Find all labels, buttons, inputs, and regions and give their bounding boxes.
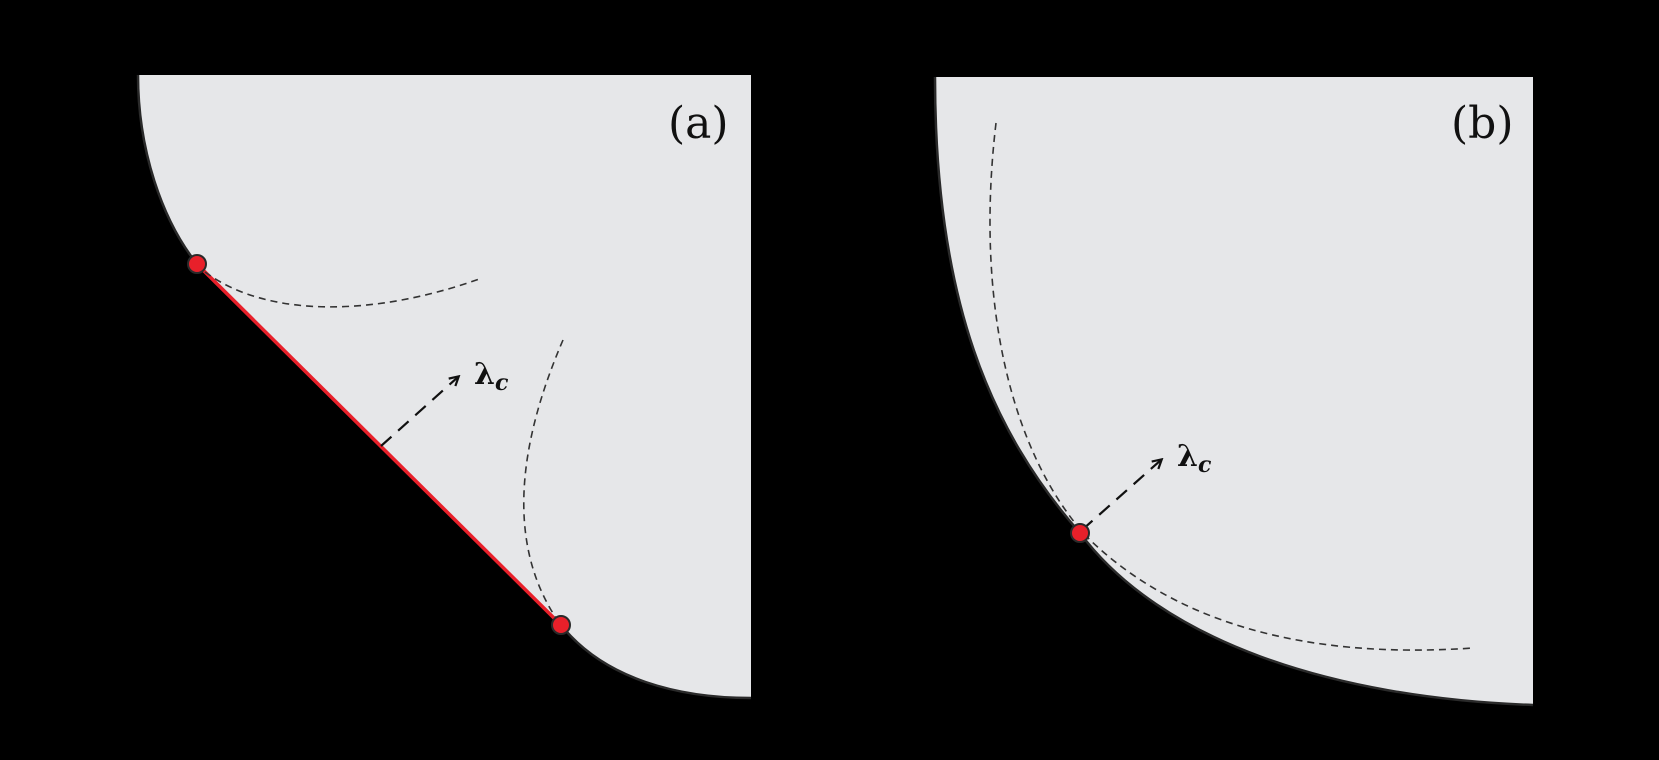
- lambda-label-b: λc: [1177, 439, 1212, 478]
- curved-boundary-a-lower: [560, 624, 752, 700]
- lambda-c-arrow-a: [380, 377, 458, 447]
- flat-face-segment: [195, 262, 563, 627]
- panel-label-b: (b): [1451, 98, 1514, 149]
- feasible-region-a: [138, 75, 751, 698]
- extreme-point-a2: [551, 615, 571, 635]
- lambda-c-arrow-b: [1081, 460, 1161, 531]
- extreme-point-a1: [187, 254, 207, 274]
- panel-label-a: (a): [668, 98, 729, 149]
- panel-a: λc (a): [136, 74, 752, 700]
- panel-b: λc (b): [933, 76, 1534, 707]
- curved-boundary-a-upper: [136, 74, 198, 265]
- dashed-level-curve-a-lower: [522, 339, 564, 619]
- lambda-label-a: λc: [474, 357, 509, 396]
- dashed-level-curve-a-upper: [204, 271, 483, 308]
- feasible-region-b: [935, 77, 1533, 705]
- extreme-point-b: [1070, 523, 1090, 543]
